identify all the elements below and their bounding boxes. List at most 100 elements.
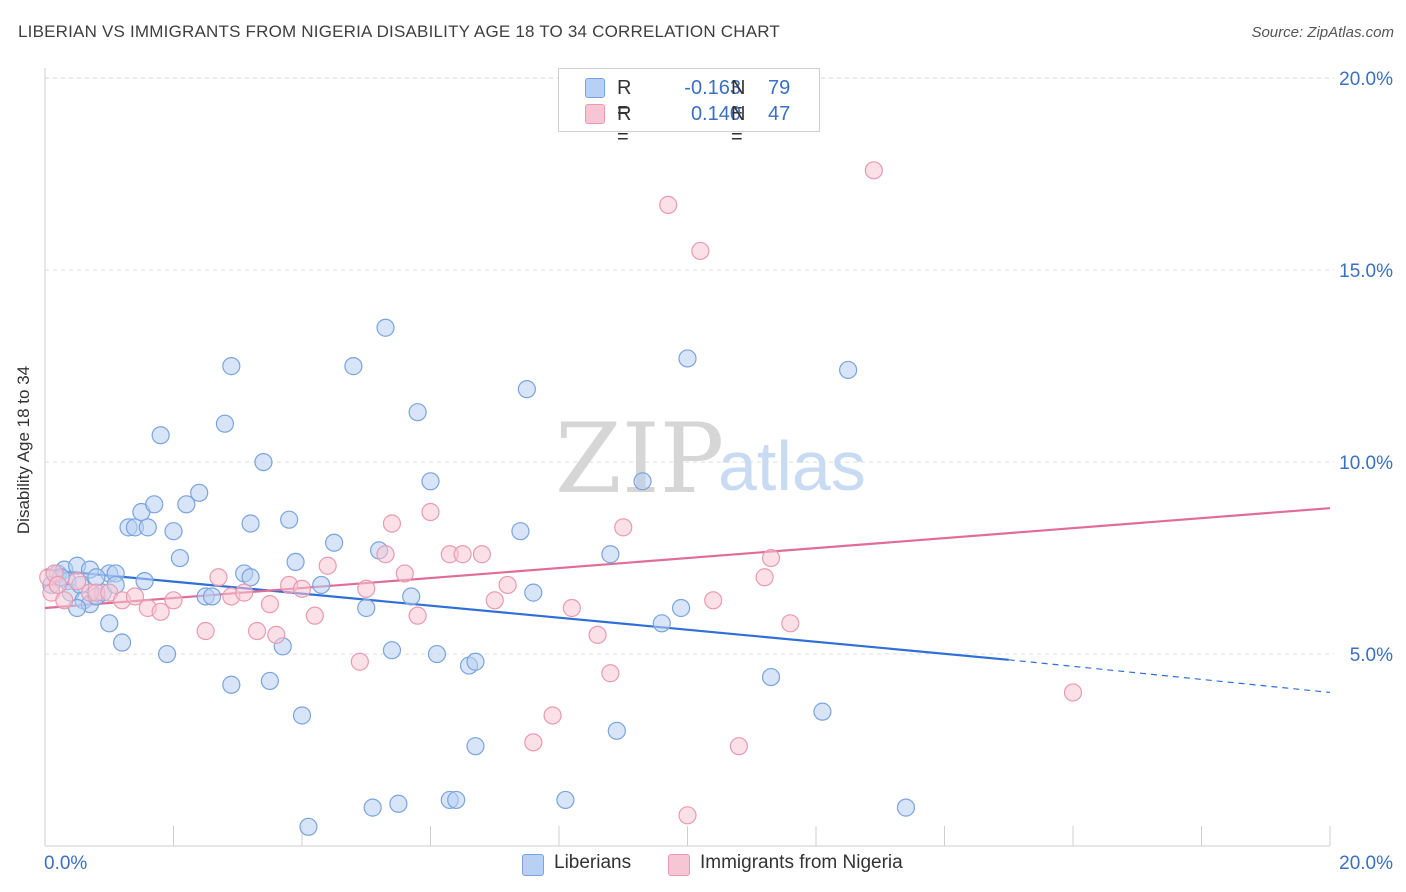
tick-labels: 5.0% 10.0% 15.0% 20.0% 0.0% 20.0% [44,69,1393,874]
legend-r-label: R = [617,77,632,122]
point-nigeria [350,652,369,671]
point-liberians [222,357,241,376]
x-tick-label: 0.0% [44,853,87,874]
point-nigeria [151,602,170,621]
point-liberians [151,426,170,445]
point-nigeria [260,595,279,614]
point-liberians [292,706,312,725]
point-nigeria [498,575,517,595]
point-liberians [363,798,382,817]
trend-line-liberians-extension [1008,659,1331,694]
point-nigeria [55,591,74,610]
point-nigeria [125,587,145,606]
point-liberians [286,552,305,572]
trend-lines [44,507,1331,694]
point-liberians [517,380,536,399]
point-nigeria [485,591,504,610]
point-nigeria [267,625,286,644]
point-nigeria [543,706,562,725]
point-liberians [357,598,376,618]
trend-line-liberians [44,568,1009,661]
point-nigeria [408,606,427,625]
point-liberians [761,667,781,687]
point-nigeria [864,161,883,180]
point-liberians [325,533,344,552]
point-liberians [813,702,832,721]
point-liberians [280,510,299,529]
point-liberians [260,671,279,691]
data-points [39,161,1083,836]
legend-r-value: -0.163 [684,77,741,99]
point-nigeria [357,579,376,598]
y-tick-label: 5.0% [1350,645,1393,666]
point-nigeria [247,621,267,641]
y-tick-label: 20.0% [1339,69,1393,90]
point-nigeria [421,502,440,522]
point-nigeria [68,572,87,591]
legend-n-value: 47 [768,103,791,125]
point-nigeria [318,556,337,575]
legend-swatch-nigeria [668,854,690,876]
y-axis-label: Disability Age 18 to 34 [14,365,33,535]
point-liberians [678,349,697,368]
point-liberians [421,472,440,491]
point-nigeria [376,545,395,564]
point-liberians [312,575,331,595]
stats-legend: R = -0.163 N = 79 R = 0.140 N = 47 [558,68,820,148]
point-liberians [607,721,626,740]
point-nigeria [164,591,183,610]
point-nigeria [196,621,215,641]
point-liberians [408,403,427,422]
point-liberians [556,790,575,810]
point-liberians [427,644,447,664]
point-nigeria [588,625,607,644]
legend-n-label: N = [731,77,746,122]
point-nigeria [472,545,491,564]
point-liberians [138,518,157,537]
point-nigeria [305,606,324,625]
point-liberians [389,794,408,813]
point-liberians [135,572,154,591]
point-nigeria [761,548,781,568]
source-label: Source: ZipAtlas.com [1251,24,1394,41]
point-nigeria [691,241,710,261]
chart-title: LIBERIAN VS IMMIGRANTS FROM NIGERIA DISA… [18,22,781,41]
watermark: ZIP atlas [555,403,866,515]
point-liberians [157,644,177,664]
point-liberians [466,652,485,671]
axes [44,68,1331,847]
point-nigeria [678,806,697,825]
legend-swatch-liberians [585,78,605,98]
point-liberians [839,360,858,380]
point-liberians [87,568,106,587]
point-liberians [511,522,530,541]
y-axis-label-wrap: Disability Age 18 to 34 [4,330,44,570]
point-nigeria [453,545,472,564]
watermark-atlas: atlas [718,427,866,505]
point-liberians [524,583,543,602]
point-liberians [100,614,119,633]
point-liberians [177,495,196,514]
point-nigeria [382,514,402,533]
y-tick-label: 15.0% [1339,261,1393,282]
point-liberians [344,357,363,376]
point-nigeria [524,733,543,752]
point-nigeria [48,575,67,595]
point-liberians [241,568,260,587]
point-nigeria [235,583,254,602]
legend-r-label: R = [617,103,632,148]
point-liberians [671,598,691,618]
point-liberians [202,587,222,606]
point-nigeria [1063,683,1083,702]
point-nigeria [562,598,581,618]
point-nigeria [209,568,228,587]
point-nigeria [755,568,774,587]
y-tick-label: 10.0% [1339,453,1393,474]
point-liberians [633,472,652,491]
point-nigeria [781,614,800,633]
point-nigeria [395,564,414,583]
grid [45,77,1334,655]
x-tick-label: 20.0% [1339,853,1393,874]
point-liberians [652,614,671,633]
